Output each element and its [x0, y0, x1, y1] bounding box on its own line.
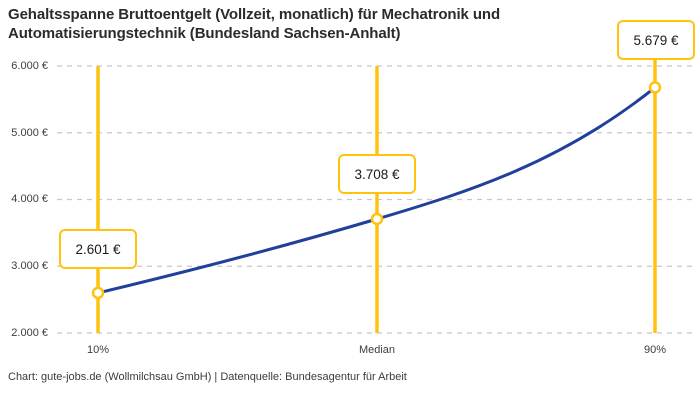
chart-title: Gehaltsspanne Bruttoentgelt (Vollzeit, m… — [8, 6, 501, 43]
x-axis-tick-median: Median — [358, 344, 396, 356]
data-point-10th-percentile — [91, 286, 105, 300]
source-attribution: Chart: gute-jobs.de (Wollmilchsau GmbH) … — [8, 371, 407, 383]
percentile-marker-layer — [96, 60, 657, 333]
data-point-90th-percentile — [648, 81, 662, 94]
y-axis-tick-3000: 3.000 € — [11, 260, 48, 272]
y-axis-tick-6000: 6.000 € — [11, 60, 48, 72]
x-axis-tick-90th-percentile: 90% — [643, 344, 667, 356]
data-point-layer — [91, 81, 662, 300]
data-point-median — [370, 212, 384, 226]
value-label-median: 3.708 € — [338, 154, 416, 194]
y-axis-tick-2000: 2.000 € — [11, 327, 48, 339]
y-axis-tick-4000: 4.000 € — [11, 193, 48, 205]
y-axis-tick-5000: 5.000 € — [11, 127, 48, 139]
value-label-10th-percentile: 2.601 € — [59, 229, 137, 269]
x-axis-tick-10th-percentile: 10% — [86, 344, 110, 356]
value-label-90th-percentile: 5.679 € — [617, 20, 695, 60]
